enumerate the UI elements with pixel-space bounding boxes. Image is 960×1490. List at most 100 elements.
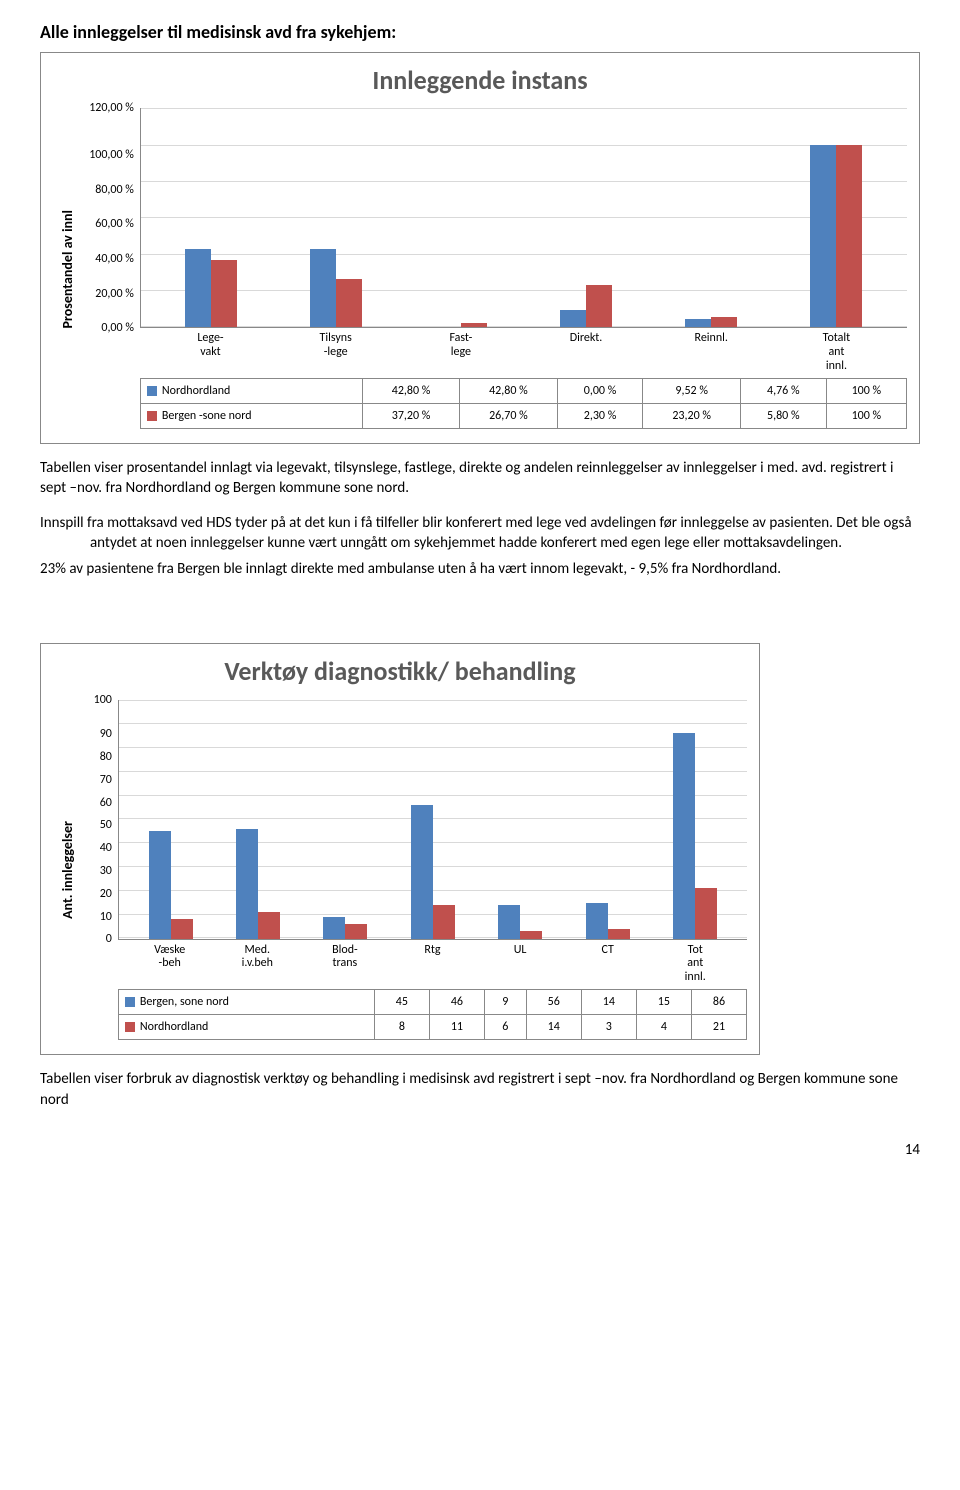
data-cell: 42,80 %: [362, 378, 459, 403]
page-title: Alle innleggelser til medisinsk avd fra …: [40, 20, 920, 44]
bar-group: [127, 700, 214, 939]
bar: [685, 319, 711, 328]
x-tick-label: Med.i.v.beh: [213, 940, 301, 989]
bar-group: [649, 108, 774, 327]
bar-group: [524, 108, 649, 327]
para2a-text: Innspill fra mottaksavd ved HDS tyder på…: [40, 513, 920, 554]
bar: [149, 831, 171, 939]
chart-verktoy-diagnostikk: Verktøy diagnostikk/ behandling Ant. inn…: [40, 643, 760, 1055]
data-cell: 9,52 %: [643, 378, 740, 403]
chart1-y-ticks: 120,00 %100,00 %80,00 %60,00 %40,00 %20,…: [78, 108, 140, 328]
chart1-bars: [141, 108, 907, 327]
data-cell: 11: [429, 1015, 484, 1040]
data-cell: 23,20 %: [643, 403, 740, 428]
bar: [345, 924, 367, 938]
bar: [586, 903, 608, 939]
data-cell: 5,80 %: [740, 403, 826, 428]
data-cell: 4: [636, 1015, 691, 1040]
x-tick-label: UL: [476, 940, 564, 989]
x-tick-label: Direkt.: [523, 328, 648, 377]
y-tick-label: 60: [78, 797, 112, 809]
bar: [586, 285, 612, 327]
paragraph-1: Tabellen viser prosentandel innlagt via …: [40, 458, 920, 499]
table-row: Nordhordland8116143421: [118, 1015, 746, 1040]
chart1-title: Innleggende instans: [53, 63, 907, 98]
data-cell: 21: [691, 1015, 746, 1040]
bar: [498, 905, 520, 938]
legend-swatch: [125, 997, 135, 1007]
y-tick-label: 30: [78, 865, 112, 877]
data-cell: 8: [374, 1015, 429, 1040]
bar: [560, 310, 586, 327]
legend-swatch: [125, 1022, 135, 1032]
bar-group: [652, 700, 739, 939]
bar: [608, 929, 630, 939]
chart2-bars: [119, 700, 747, 939]
bar: [695, 888, 717, 938]
chart1-y-axis-label: Prosentandel av innl: [53, 210, 78, 329]
bar: [433, 905, 455, 938]
paragraph-2: Innspill fra mottaksavd ved HDS tyder på…: [40, 513, 920, 580]
bar: [323, 917, 345, 939]
bar: [171, 919, 193, 938]
legend-swatch: [147, 411, 157, 421]
bar-group: [774, 108, 899, 327]
paragraph-3: Tabellen viser forbruk av diagnostisk ve…: [40, 1069, 920, 1110]
series-label-cell: Nordhordland: [118, 1015, 374, 1040]
series-label-cell: Bergen -sone nord: [140, 403, 362, 428]
y-tick-label: 20: [78, 888, 112, 900]
x-tick-label: Totantinnl.: [651, 940, 739, 989]
chart2-y-axis-label: Ant. innleggelser: [53, 821, 78, 919]
data-cell: 3: [581, 1015, 636, 1040]
bar: [310, 249, 336, 327]
series-name: Bergen -sone nord: [162, 409, 252, 423]
para1-text: Tabellen viser prosentandel innlagt via …: [40, 458, 920, 499]
y-tick-label: 0,00 %: [78, 322, 134, 334]
x-tick-label: Rtg: [389, 940, 477, 989]
bar: [810, 145, 836, 328]
x-tick-label: Lege-vakt: [148, 328, 273, 377]
y-tick-label: 80,00 %: [78, 184, 134, 196]
data-cell: 46: [429, 989, 484, 1014]
y-tick-label: 40: [78, 842, 112, 854]
y-tick-label: 50: [78, 819, 112, 831]
data-cell: 56: [526, 989, 581, 1014]
bar: [461, 323, 487, 327]
bar: [236, 829, 258, 939]
y-tick-label: 60,00 %: [78, 218, 134, 230]
data-cell: 15: [636, 989, 691, 1014]
data-cell: 37,20 %: [362, 403, 459, 428]
bar-group: [399, 108, 524, 327]
y-tick-label: 0: [78, 933, 112, 945]
data-cell: 42,80 %: [460, 378, 557, 403]
y-tick-label: 10: [78, 911, 112, 923]
data-cell: 86: [691, 989, 746, 1014]
bar-group: [149, 108, 274, 327]
table-row: Nordhordland42,80 %42,80 %0,00 %9,52 %4,…: [140, 378, 906, 403]
data-cell: 100 %: [826, 378, 906, 403]
chart2-data-table: Bergen, sone nord4546956141586Nordhordla…: [118, 989, 747, 1040]
bar: [211, 260, 237, 328]
data-cell: 14: [581, 989, 636, 1014]
data-cell: 14: [526, 1015, 581, 1040]
y-tick-label: 20,00 %: [78, 288, 134, 300]
series-name: Nordhordland: [162, 384, 230, 398]
bar: [836, 145, 862, 328]
y-tick-label: 100: [78, 694, 112, 706]
bar: [711, 317, 737, 328]
chart1-x-ticks: Lege-vaktTilsyns-legeFast-legeDirekt.Rei…: [140, 328, 907, 377]
x-tick-label: Tilsyns-lege: [273, 328, 398, 377]
y-tick-label: 100,00 %: [78, 149, 134, 161]
y-tick-label: 40,00 %: [78, 253, 134, 265]
bar-group: [214, 700, 301, 939]
data-cell: 26,70 %: [460, 403, 557, 428]
bar-group: [477, 700, 564, 939]
bar: [185, 249, 211, 327]
y-tick-label: 120,00 %: [78, 102, 134, 114]
x-tick-label: Totaltantinnl.: [774, 328, 899, 377]
data-cell: 6: [484, 1015, 526, 1040]
x-tick-label: Reinnl.: [649, 328, 774, 377]
bar: [258, 912, 280, 938]
chart-innleggende-instans: Innleggende instans Prosentandel av innl…: [40, 52, 920, 444]
page-number: 14: [40, 1140, 920, 1160]
